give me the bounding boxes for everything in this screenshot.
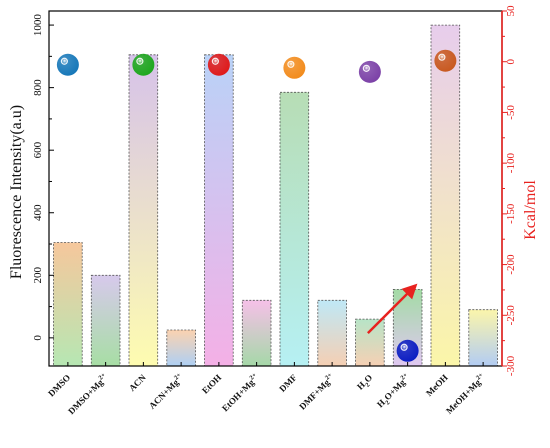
energy-spheres-layer [56,49,457,362]
x-tick-label: DMF [277,372,299,394]
left-tick-label: 0 [32,335,44,341]
energy-sphere [56,53,79,76]
energy-sphere [283,56,306,79]
left-tick-label: 200 [32,267,44,284]
right-tick-label: 0 [505,58,517,64]
left-tick-label: 400 [32,204,44,221]
x-tick-label: EtOH [200,372,223,395]
sphere-highlight [287,60,295,68]
sphere-highlight [400,343,408,351]
bar-10 [430,24,461,367]
right-tick-label: -300 [505,355,517,376]
sphere-highlight [211,57,219,65]
x-tick-label: DMSO+Mg2+ [65,371,110,416]
left-tick-label: 600 [32,141,44,158]
bar-4 [204,54,234,367]
x-tick-label: DMF+Mg2+ [297,371,337,411]
bar-6 [279,91,310,367]
energy-sphere [396,339,419,362]
right-tick-label: -100 [505,153,517,174]
bar-8 [355,318,385,367]
x-tick-label: ACN [127,372,148,393]
right-tick-label: -250 [505,305,517,326]
bar-1 [90,274,121,367]
x-tick-label: MeOH+Mg2+ [443,371,487,415]
sphere-highlight [136,57,144,65]
right-tick-label: -50 [505,105,517,120]
x-tick-label: ACN+Mg2+ [146,371,186,411]
x-tick-label: MeOH [424,372,450,398]
arrow [366,283,418,334]
energy-sphere [358,60,381,83]
x-tick-label: DMSO [46,372,72,398]
y-axis-title-right: Kcal/mol [522,180,539,240]
bars-layer [53,24,498,367]
x-tick-label: EtOH+Mg2+ [219,371,261,413]
left-tick-label: 1000 [32,14,44,37]
sphere-highlight [438,53,446,61]
x-tick-label: H2O+Mg2+ [374,371,414,411]
bar-2 [128,54,159,367]
right-tick-label: 50 [505,5,517,17]
bar-5 [241,299,272,367]
bar-7 [317,299,347,367]
right-tick-label: -150 [505,203,517,224]
axes-layer: 0 200 400 600 800 1000 50 0 -50 -100 -150 -200 -250 -… [32,5,517,376]
energy-sphere [207,53,230,76]
bar-11 [468,309,498,367]
bar-0 [53,242,83,367]
right-tick-label: -200 [505,254,517,275]
energy-sphere [434,49,457,72]
sphere-highlight [362,64,370,72]
x-tick-label: H2O [355,372,376,393]
left-tick-label: 800 [32,79,44,96]
bar-3 [166,329,196,367]
y-axis-title-left: Fluorescence Intensity(a.u) [8,105,25,279]
sphere-highlight [60,57,68,65]
energy-sphere [132,53,155,76]
